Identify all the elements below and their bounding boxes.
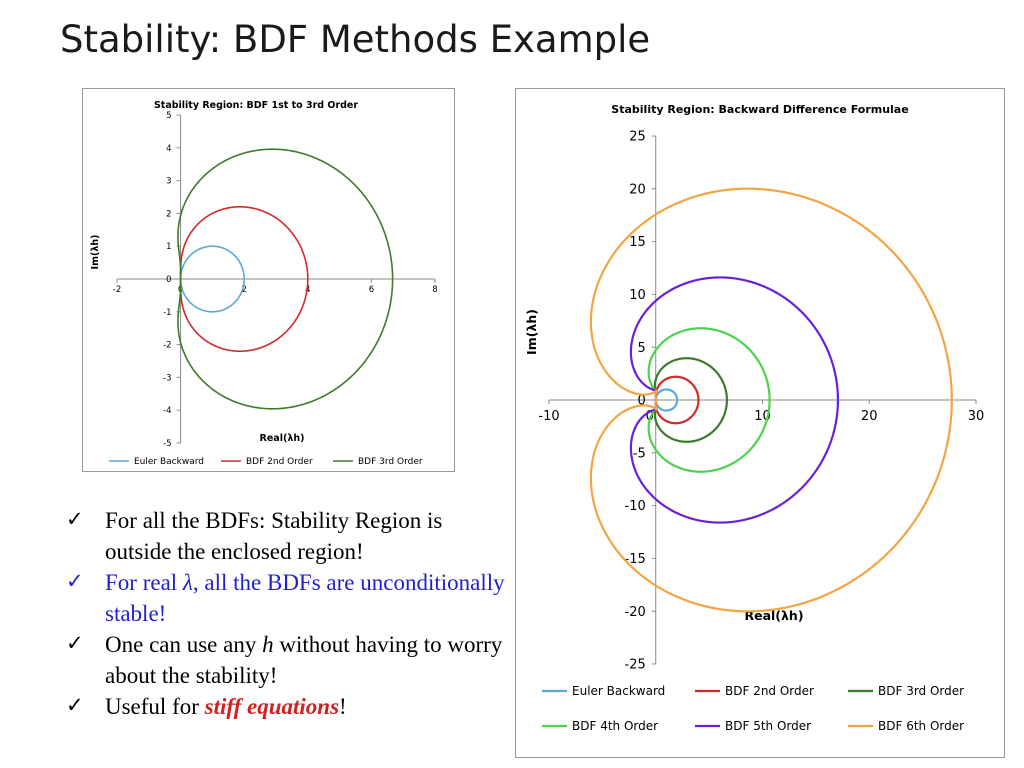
checkmark-icon: ✓: [66, 507, 84, 531]
bullet-3-prefix: One can use any: [105, 632, 263, 657]
bullet-2-symbol: λ: [182, 570, 193, 595]
legend-label: BDF 3rd Order: [878, 684, 964, 698]
x-tick-label: 6: [369, 285, 374, 295]
bullet-1-text: For all the BDFs: Stability Region is ou…: [105, 508, 443, 564]
y-axis-label: Im(λh): [90, 235, 101, 270]
x-axis-label: Real(λh): [260, 433, 305, 444]
x-tick-label: -2: [113, 285, 121, 295]
legend-label: BDF 5th Order: [725, 719, 811, 733]
legend-label: BDF 4th Order: [572, 719, 658, 733]
y-tick-label: 15: [629, 235, 646, 250]
y-tick-label: 0: [166, 275, 171, 285]
series-line-bdf-2nd-order: [179, 205, 309, 353]
x-tick-label: 20: [861, 409, 878, 424]
y-tick-label: -25: [625, 658, 646, 673]
bullet-4-emphasis: stiff equations: [204, 694, 340, 719]
checkmark-icon: ✓: [66, 569, 84, 593]
series-line-bdf-2nd-order: [654, 375, 700, 425]
bullet-4-suffix: !: [339, 694, 347, 719]
bullet-4: ✓ Useful for stiff equations!: [66, 691, 506, 722]
series-line-bdf-3rd-order: [653, 357, 729, 443]
legend-label: Euler Backward: [572, 684, 665, 698]
series-line-bdf-4th-order: [647, 327, 771, 473]
y-tick-label: 1: [166, 242, 171, 252]
y-tick-label: 3: [166, 177, 171, 187]
bullet-list: ✓ For all the BDFs: Stability Region is …: [66, 505, 506, 722]
legend-label: BDF 2nd Order: [725, 684, 814, 698]
y-tick-label: -10: [625, 499, 646, 514]
series-line-bdf-5th-order: [629, 276, 840, 524]
y-tick-label: 25: [629, 130, 646, 145]
y-tick-label: -20: [625, 605, 646, 620]
checkmark-icon: ✓: [66, 693, 84, 717]
x-tick-label: 8: [432, 285, 437, 295]
y-axis-label: Im(λh): [524, 309, 539, 355]
y-tick-label: -5: [163, 439, 171, 449]
legend-label: BDF 3rd Order: [358, 457, 423, 467]
y-tick-label: 4: [166, 144, 171, 154]
x-tick-label: 30: [968, 409, 985, 424]
y-tick-label: 0: [637, 394, 645, 409]
y-tick-label: -1: [163, 308, 171, 318]
bullet-4-prefix: Useful for: [105, 694, 205, 719]
chart-bdf-all-orders-svg: Stability Region: Backward Difference Fo…: [524, 103, 985, 733]
chart-title: Stability Region: Backward Difference Fo…: [611, 103, 908, 116]
chart-bdf-1-to-3: Stability Region: BDF 1st to 3rd Order -2…: [82, 88, 455, 472]
checkmark-icon: ✓: [66, 631, 84, 655]
y-tick-label: 5: [166, 111, 171, 121]
y-tick-label: -4: [163, 406, 171, 416]
y-tick-label: 5: [637, 341, 645, 356]
y-tick-label: -3: [163, 373, 171, 383]
y-tick-label: -2: [163, 341, 171, 351]
legend-label: BDF 6th Order: [878, 719, 964, 733]
chart-bdf-all-orders: Stability Region: Backward Difference Fo…: [515, 88, 1005, 758]
bullet-3-suffix: without having to worry about the stabil…: [105, 632, 503, 688]
bullet-1: ✓ For all the BDFs: Stability Region is …: [66, 505, 506, 567]
series-line-euler-backward: [654, 388, 679, 412]
y-tick-label: 2: [166, 209, 171, 219]
y-tick-label: 10: [629, 288, 646, 303]
bullet-2: ✓ For real λ, all the BDFs are unconditi…: [66, 567, 506, 629]
bullet-3-symbol: h: [262, 632, 274, 657]
legend-label: BDF 2nd Order: [246, 457, 313, 467]
series-line-euler-backward: [179, 245, 245, 313]
chart-title: Stability Region: BDF 1st to 3rd Order: [154, 100, 358, 111]
series-line-bdf-6th-order: [589, 187, 953, 613]
y-tick-label: 20: [629, 182, 646, 197]
chart-bdf-1-to-3-svg: Stability Region: BDF 1st to 3rd Order -2…: [90, 100, 438, 467]
legend-label: Euler Backward: [134, 457, 204, 467]
slide-title: Stability: BDF Methods Example: [60, 18, 651, 61]
bullet-2-suffix: , all the BDFs are unconditionally stabl…: [105, 570, 505, 626]
bullet-2-prefix: For real: [105, 570, 183, 595]
bullet-3: ✓ One can use any h without having to wo…: [66, 629, 506, 691]
x-tick-label: 2: [241, 285, 246, 295]
y-tick-label: -5: [633, 446, 646, 461]
x-tick-label: -10: [538, 409, 559, 424]
y-tick-label: -15: [625, 552, 646, 567]
series-line-bdf-3rd-order: [177, 148, 394, 410]
